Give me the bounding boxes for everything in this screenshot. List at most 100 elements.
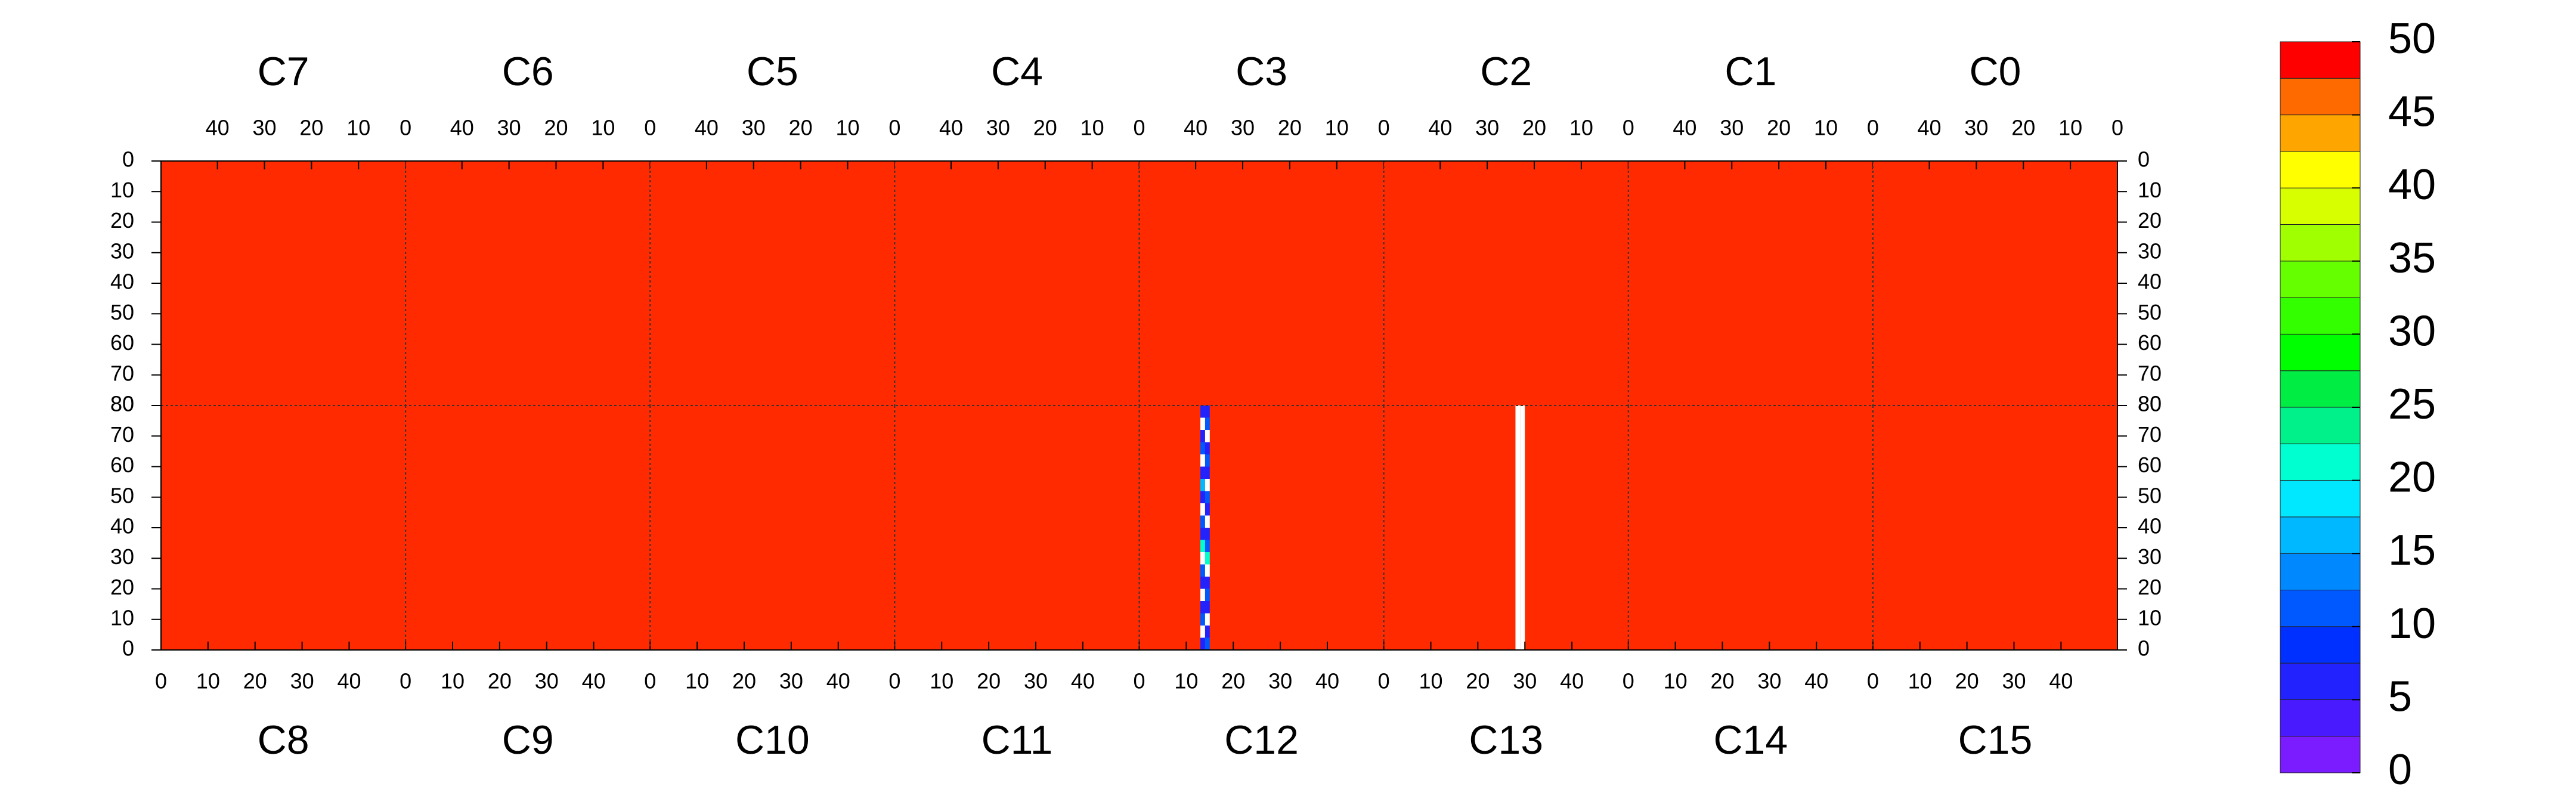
x-tick-label: 20 [1955,669,1979,693]
y-tick-label: 60 [2138,330,2162,355]
x-tick-label: 0 [1133,116,1145,140]
x-tick-label: 0 [2111,116,2123,140]
x-tick-label: 40 [1428,116,1452,140]
chamber-cell [1628,405,1873,650]
x-tick-label: 20 [1710,669,1734,693]
empty-cell [1200,503,1205,516]
chamber-label: C15 [1958,717,2033,763]
colorbar-label: 20 [2388,454,2436,501]
y-tick-label: 70 [110,361,134,385]
x-tick-label: 30 [1720,116,1744,140]
colorbar-band [2280,114,2361,152]
x-tick-label: 0 [644,669,656,693]
x-tick-label: 20 [488,669,512,693]
x-tick-label: 20 [1221,669,1245,693]
y-tick-label: 50 [2138,483,2162,507]
x-tick-label: 20 [1767,116,1791,140]
chamber-cell [650,161,895,405]
chamber-cell [1139,405,1384,650]
x-tick-label: 0 [1623,116,1634,140]
x-tick-label: 0 [1867,669,1879,693]
colorbar-band [2280,662,2361,700]
x-tick-label: 10 [1814,116,1838,140]
x-tick-label: 40 [1804,669,1828,693]
y-tick-label: 80 [110,392,134,416]
colorbar-band [2280,699,2361,737]
x-tick-label: 0 [888,669,900,693]
x-tick-label: 30 [535,669,559,693]
chamber-label: C2 [1480,49,1532,94]
x-tick-label: 20 [1033,116,1057,140]
x-tick-label: 0 [1867,116,1879,140]
x-tick-label: 20 [299,116,323,140]
empty-cell [1200,417,1205,430]
y-tick-label: 80 [2138,392,2162,416]
y-tick-label: 60 [110,453,134,477]
y-tick-label: 10 [2138,178,2162,202]
colorbar-label: 0 [2388,746,2412,794]
strip-cell [1200,479,1205,491]
x-tick-label: 0 [1133,669,1145,693]
x-tick-label: 10 [1569,116,1593,140]
x-tick-label: 0 [400,669,411,693]
x-tick-label: 10 [346,116,370,140]
x-tick-label: 30 [497,116,521,140]
y-tick-label: 20 [2138,208,2162,233]
strip-cell [1200,637,1205,650]
strip-cell [1205,626,1210,638]
strip-cell [1205,466,1210,479]
x-tick-label: 40 [939,116,963,140]
colorbar-band [2280,370,2361,408]
x-tick-label: 20 [544,116,568,140]
chamber-label: C9 [502,717,554,763]
x-tick-label: 30 [1513,669,1537,693]
strip-cell [1205,552,1210,565]
x-tick-label: 10 [930,669,953,693]
y-tick-label: 10 [110,178,134,202]
y-tick-label: 20 [110,575,134,599]
colorbar-band [2280,151,2361,188]
x-tick-label: 30 [1231,116,1255,140]
x-tick-label: 20 [977,669,1001,693]
y-tick-label: 30 [2138,544,2162,569]
strip-cell [1205,405,1210,418]
x-tick-label: 30 [1024,669,1048,693]
x-tick-label: 20 [1522,116,1546,140]
colorbar-band [2280,480,2361,518]
x-tick-label: 10 [441,669,465,693]
x-tick-label: 10 [1908,669,1932,693]
x-tick-label: 10 [685,669,709,693]
empty-cell [1205,479,1210,491]
x-tick-label: 40 [582,669,606,693]
strip-cell [1200,515,1205,528]
strip-cell [1205,454,1210,467]
empty-cell [1200,626,1205,638]
empty-cell [1205,430,1210,442]
colorbar-band [2280,224,2361,262]
strip-cell [1200,528,1205,540]
strip-cell [1205,601,1210,614]
y-tick-label: 50 [110,300,134,324]
x-tick-label: 40 [206,116,230,140]
strip-cell [1200,540,1205,552]
x-tick-label: 10 [1419,669,1442,693]
colorbar-label: 25 [2388,380,2436,428]
colorbar-band [2280,41,2361,79]
x-tick-label: 0 [155,669,167,693]
x-tick-label: 20 [1466,669,1490,693]
x-tick-label: 40 [695,116,719,140]
chamber-cell [161,161,406,405]
x-tick-label: 0 [644,116,656,140]
x-tick-label: 30 [2002,669,2026,693]
chamber-cell [161,405,406,650]
empty-cell [1515,405,1521,650]
colorbar-band [2280,261,2361,298]
chamber-cell [1383,405,1628,650]
colorbar-label: 45 [2388,88,2436,136]
strip-cell [1205,637,1210,650]
strip-cell [1205,589,1210,601]
strip-cell [1200,577,1205,589]
colorbar-label: 10 [2388,600,2436,648]
chamber-cell [405,161,651,405]
